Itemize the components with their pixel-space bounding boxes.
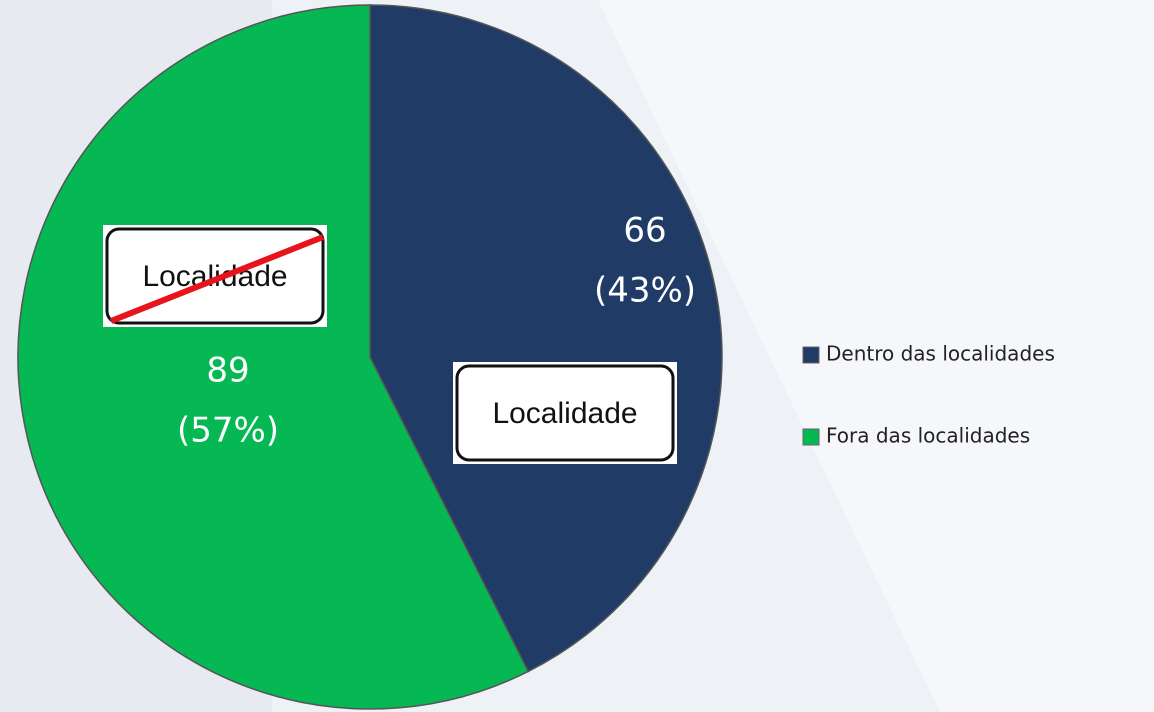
data-label: (43%) [594, 271, 696, 311]
sign-label: Localidade [492, 397, 637, 430]
sign-label: Localidade [142, 260, 287, 293]
legend-swatch [802, 428, 820, 446]
strike-line [109, 234, 325, 324]
legend-swatch [802, 346, 820, 364]
pie-slice [369, 4, 723, 673]
data-label: 89 [206, 351, 249, 391]
sign [455, 364, 675, 462]
legend-label: Dentro das localidades [826, 342, 1055, 366]
pie-slice [17, 4, 530, 710]
data-label: (57%) [177, 411, 279, 451]
data-label: 66 [623, 211, 666, 251]
legend-label: Fora das localidades [826, 424, 1030, 448]
